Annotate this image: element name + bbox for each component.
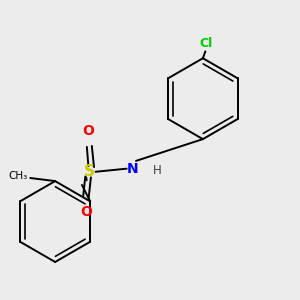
Text: CH₃: CH₃ (8, 171, 27, 182)
Text: O: O (80, 205, 92, 219)
Text: S: S (84, 164, 95, 179)
Text: N: N (127, 162, 139, 176)
Text: H: H (153, 164, 162, 177)
Text: O: O (82, 124, 94, 139)
Text: Cl: Cl (200, 38, 213, 50)
